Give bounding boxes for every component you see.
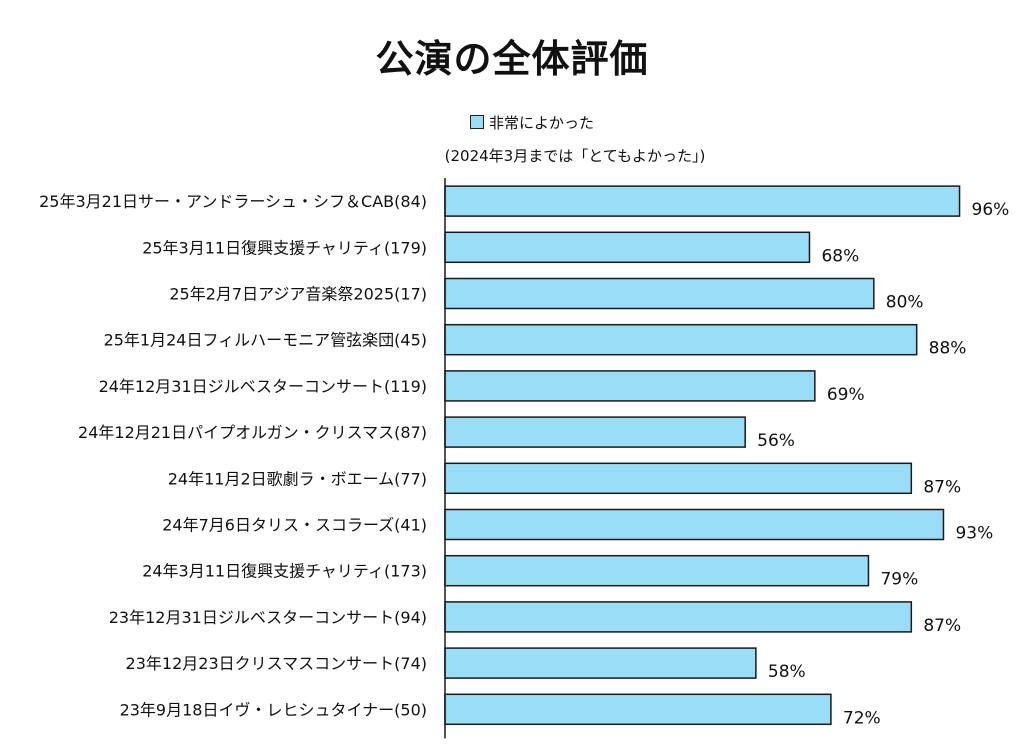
bar xyxy=(444,370,816,402)
data-label: 87% xyxy=(923,477,961,497)
data-label: 79% xyxy=(880,570,918,590)
data-label: 80% xyxy=(886,293,924,313)
category-label: 24年7月6日タリス・スコラーズ(41) xyxy=(162,516,427,535)
data-label: 72% xyxy=(843,708,881,728)
bar xyxy=(444,601,913,633)
bar xyxy=(444,231,811,264)
chart-title: 公演の全体評価 xyxy=(375,37,649,81)
category-label: 24年11月2日歌劇ラ・ボエーム(77) xyxy=(168,469,427,488)
category-label: 25年3月11日復興支援チャリティ(179) xyxy=(142,238,427,257)
bar xyxy=(444,462,913,495)
bar xyxy=(444,323,918,356)
data-label: 88% xyxy=(929,339,967,359)
data-label: 69% xyxy=(827,385,865,405)
data-label: 68% xyxy=(821,246,859,266)
category-label: 23年12月31日ジルベスターコンサート(94) xyxy=(109,608,427,627)
legend-label: 非常によかった xyxy=(489,113,595,132)
category-label: 24年12月21日パイプオルガン・クリスマス(87) xyxy=(78,423,427,442)
bar xyxy=(444,416,746,448)
data-label: 93% xyxy=(955,524,993,544)
category-label: 23年9月18日イヴ・レヒシュタイナー(50) xyxy=(120,700,427,719)
bar xyxy=(444,277,875,310)
category-label: 23年12月23日クリスマスコンサート(74) xyxy=(126,654,427,673)
category-label: 25年1月24日フィルハーモニア管弦楽団(45) xyxy=(104,331,427,350)
data-label: 56% xyxy=(757,431,795,451)
bar xyxy=(444,647,757,679)
data-label: 87% xyxy=(923,616,961,636)
legend-swatch-icon xyxy=(470,115,484,129)
bar xyxy=(444,185,961,217)
data-label: 58% xyxy=(768,662,806,682)
category-label: 24年3月11日復興支援チャリティ(173) xyxy=(142,562,427,581)
bar xyxy=(444,508,945,541)
category-label: 25年2月7日アジア音楽祭2025(17) xyxy=(169,285,427,304)
category-label: 24年12月31日ジルベスターコンサート(119) xyxy=(99,377,427,396)
category-label: 25年3月21日サー・アンドラーシュ・シフ＆CAB(84) xyxy=(39,192,427,211)
legend-note: (2024年3月までは「とてもよかった」) xyxy=(444,147,706,165)
bar xyxy=(444,693,832,726)
legend: 非常によかった xyxy=(470,112,594,132)
data-label: 96% xyxy=(972,200,1010,220)
bar xyxy=(444,554,870,587)
